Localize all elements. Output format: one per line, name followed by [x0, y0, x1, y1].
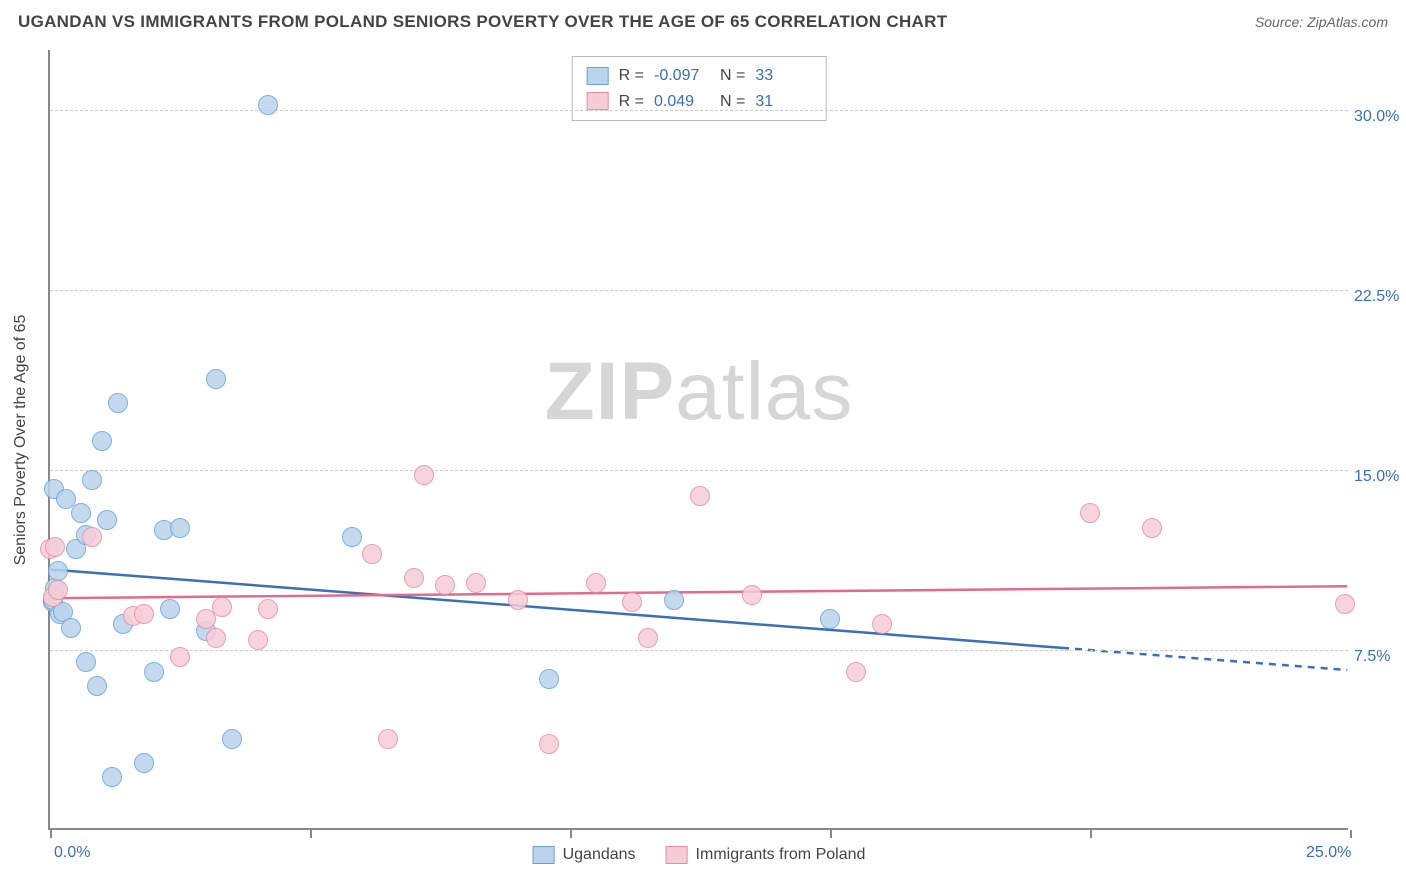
plot-area: ZIPatlas R = -0.097 N = 33 R = 0.049 N =… [48, 50, 1348, 830]
data-point [45, 537, 65, 557]
data-point [539, 734, 559, 754]
data-point [61, 618, 81, 638]
swatch-poland [587, 92, 609, 110]
data-point [342, 527, 362, 547]
data-point [638, 628, 658, 648]
data-point [102, 767, 122, 787]
data-point [872, 614, 892, 634]
data-point [206, 628, 226, 648]
data-point [212, 597, 232, 617]
data-point [435, 575, 455, 595]
data-point [690, 486, 710, 506]
data-point [404, 568, 424, 588]
data-point [258, 95, 278, 115]
data-point [48, 580, 68, 600]
y-axis-label: Seniors Poverty Over the Age of 65 [12, 315, 30, 566]
chart-title: UGANDAN VS IMMIGRANTS FROM POLAND SENIOR… [18, 12, 947, 31]
data-point [258, 599, 278, 619]
data-point [362, 544, 382, 564]
data-point [48, 561, 68, 581]
watermark: ZIPatlas [545, 345, 854, 439]
data-point [160, 599, 180, 619]
data-point [742, 585, 762, 605]
data-point [508, 590, 528, 610]
data-point [82, 470, 102, 490]
data-point [144, 662, 164, 682]
data-point [82, 527, 102, 547]
legend-item-ugandans: Ugandans [533, 846, 636, 864]
data-point [664, 590, 684, 610]
data-point [622, 592, 642, 612]
correlation-stats-box: R = -0.097 N = 33 R = 0.049 N = 31 [572, 56, 827, 121]
legend-item-poland: Immigrants from Poland [666, 846, 866, 864]
data-point [222, 729, 242, 749]
y-tick-label: 15.0% [1354, 468, 1406, 486]
y-tick-label: 7.5% [1354, 648, 1406, 666]
data-point [586, 573, 606, 593]
data-point [1142, 518, 1162, 538]
data-point [108, 393, 128, 413]
legend: Ugandans Immigrants from Poland [533, 846, 866, 864]
swatch-ugandans [587, 67, 609, 85]
y-tick-label: 30.0% [1354, 108, 1406, 126]
swatch-ugandans-legend [533, 846, 555, 864]
data-point [206, 369, 226, 389]
data-point [378, 729, 398, 749]
data-point [1335, 594, 1355, 614]
data-point [170, 518, 190, 538]
data-point [248, 630, 268, 650]
data-point [846, 662, 866, 682]
data-point [170, 647, 190, 667]
x-tick-label: 0.0% [54, 844, 90, 862]
n-value-ugandans: 33 [755, 63, 811, 89]
r-value-ugandans: -0.097 [654, 63, 710, 89]
data-point [71, 503, 91, 523]
data-point [466, 573, 486, 593]
data-point [87, 676, 107, 696]
data-point [97, 510, 117, 530]
data-point [92, 431, 112, 451]
data-point [414, 465, 434, 485]
data-point [134, 753, 154, 773]
y-tick-label: 22.5% [1354, 288, 1406, 306]
x-tick-label: 25.0% [1306, 844, 1351, 862]
data-point [1080, 503, 1100, 523]
legend-label-poland: Immigrants from Poland [696, 846, 866, 864]
legend-label-ugandans: Ugandans [563, 846, 636, 864]
source-label: Source: ZipAtlas.com [1255, 14, 1388, 30]
data-point [76, 652, 96, 672]
data-point [820, 609, 840, 629]
data-point [134, 604, 154, 624]
swatch-poland-legend [666, 846, 688, 864]
data-point [539, 669, 559, 689]
stats-row-ugandans: R = -0.097 N = 33 [587, 63, 812, 89]
